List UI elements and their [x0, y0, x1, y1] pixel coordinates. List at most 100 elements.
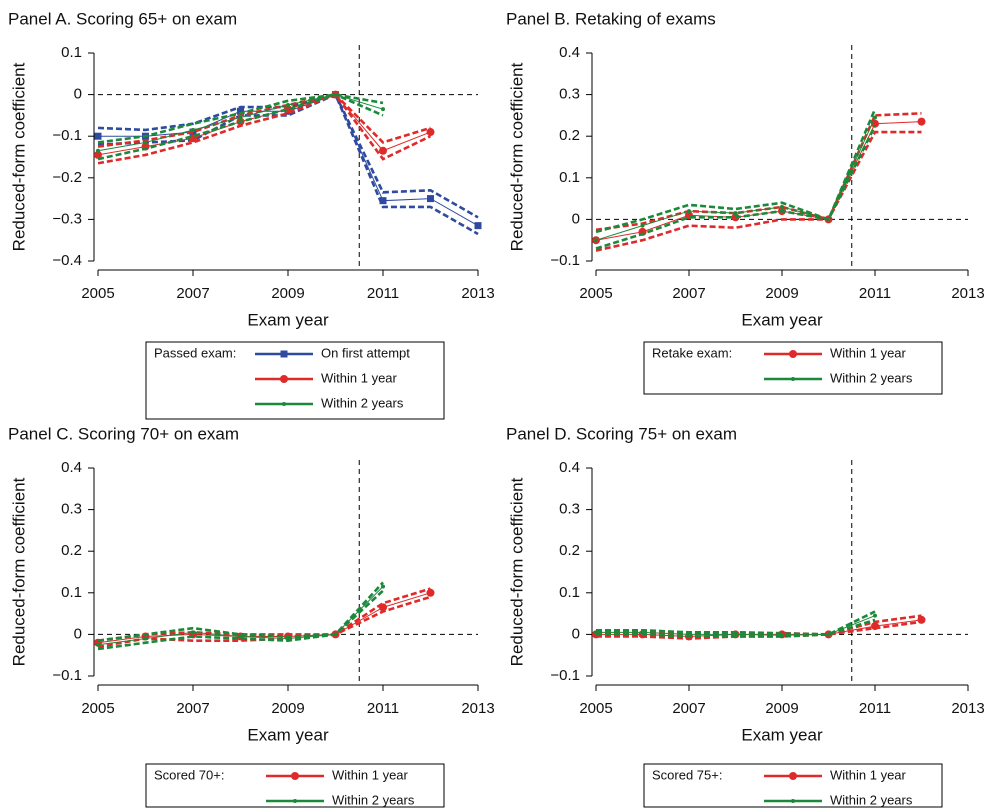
x-axis-label: Exam year	[247, 310, 329, 329]
y-tick-label: −0.4	[52, 252, 82, 269]
x-axis-label: Exam year	[741, 725, 823, 744]
y-tick-label: −0.1	[52, 127, 82, 144]
legend-label: Within 2 years	[830, 792, 913, 807]
marker	[237, 107, 244, 115]
ci-line	[97, 93, 384, 144]
legend-marker	[291, 772, 299, 780]
legend-label: Within 2 years	[321, 395, 404, 410]
marker	[426, 128, 435, 137]
x-tick-label: 2013	[951, 700, 984, 717]
legend-title: Scored 75+:	[652, 767, 722, 782]
x-tick-label: 2007	[672, 285, 705, 302]
legend-marker	[280, 350, 288, 358]
legend-marker	[280, 375, 288, 383]
estimate-line	[595, 117, 876, 241]
x-tick-label: 2011	[859, 285, 891, 302]
marker	[426, 588, 435, 597]
marker	[594, 238, 598, 243]
x-tick-label: 2011	[367, 700, 399, 717]
marker	[143, 636, 148, 641]
y-tick-label: 0.2	[61, 542, 82, 559]
x-axis-label: Exam year	[247, 725, 329, 744]
legend-marker	[791, 377, 795, 381]
ci-line	[97, 93, 432, 165]
x-tick-label: 2005	[81, 285, 114, 302]
marker	[94, 132, 102, 140]
marker	[143, 140, 148, 145]
x-tick-label: 2011	[859, 700, 891, 717]
marker	[333, 632, 338, 637]
y-tick-label: 0	[74, 625, 82, 642]
marker	[917, 615, 926, 624]
legend-marker	[282, 402, 286, 406]
legend-label: Within 1 year	[830, 767, 907, 782]
marker	[189, 128, 197, 136]
y-tick-label: 0.2	[559, 127, 580, 144]
x-tick-label: 2013	[461, 285, 494, 302]
marker	[381, 584, 385, 589]
marker	[917, 117, 926, 126]
marker	[238, 634, 243, 639]
y-axis-label: Reduced-form coefficient	[507, 477, 526, 666]
x-tick-label: 2013	[951, 285, 984, 302]
y-tick-label: −0.1	[550, 252, 580, 269]
y-tick-label: 0.1	[61, 44, 82, 61]
ci-line	[596, 618, 876, 638]
x-tick-label: 2005	[579, 285, 612, 302]
legend-marker	[789, 772, 797, 780]
x-tick-label: 2005	[81, 700, 114, 717]
y-tick-label: 0.2	[559, 542, 580, 559]
marker	[871, 622, 879, 631]
marker	[238, 115, 243, 120]
legend-label: Within 2 years	[830, 370, 913, 385]
marker	[379, 603, 387, 612]
marker	[96, 642, 100, 647]
panel-title: Panel A. Scoring 65+ on exam	[8, 9, 237, 28]
marker	[873, 115, 877, 120]
marker	[96, 148, 100, 153]
marker	[594, 630, 598, 635]
y-axis-label: Reduced-form coefficient	[9, 477, 28, 666]
marker	[427, 195, 434, 203]
legend-label: Within 2 years	[332, 792, 415, 807]
panel-title: Panel D. Scoring 75+ on exam	[506, 424, 737, 443]
y-tick-label: −0.3	[52, 210, 82, 227]
marker	[381, 107, 385, 112]
marker	[284, 105, 292, 114]
y-tick-label: 0.3	[559, 86, 580, 103]
panel-title: Panel B. Retaking of exams	[506, 9, 716, 28]
x-tick-label: 2009	[271, 285, 304, 302]
x-tick-label: 2013	[461, 700, 494, 717]
y-tick-label: 0.4	[61, 459, 82, 476]
legend-marker	[293, 799, 297, 803]
ci-line	[595, 130, 922, 252]
marker	[191, 630, 195, 635]
y-tick-label: 0.1	[61, 584, 82, 601]
ci-line	[97, 92, 479, 236]
marker	[780, 633, 784, 638]
marker	[826, 217, 831, 222]
legend-label: Within 1 year	[830, 345, 907, 360]
y-tick-label: −0.2	[52, 169, 82, 186]
marker	[640, 223, 645, 228]
x-tick-label: 2009	[765, 285, 798, 302]
y-tick-label: 0.1	[559, 584, 580, 601]
marker	[733, 211, 738, 216]
y-tick-label: 0	[572, 210, 580, 227]
y-tick-label: −0.1	[550, 667, 580, 684]
x-tick-label: 2007	[176, 285, 209, 302]
marker	[286, 103, 290, 107]
y-axis-label: Reduced-form coefficient	[9, 62, 28, 251]
legend-title: Passed exam:	[154, 345, 236, 360]
marker	[687, 209, 691, 214]
x-tick-label: 2007	[176, 700, 209, 717]
x-tick-label: 2007	[672, 700, 705, 717]
y-tick-label: −0.1	[52, 667, 82, 684]
marker	[191, 127, 195, 132]
legend-label: Within 1 year	[321, 370, 398, 385]
marker	[474, 222, 482, 230]
x-tick-label: 2005	[579, 700, 612, 717]
x-axis-label: Exam year	[741, 310, 823, 329]
marker	[687, 632, 691, 637]
